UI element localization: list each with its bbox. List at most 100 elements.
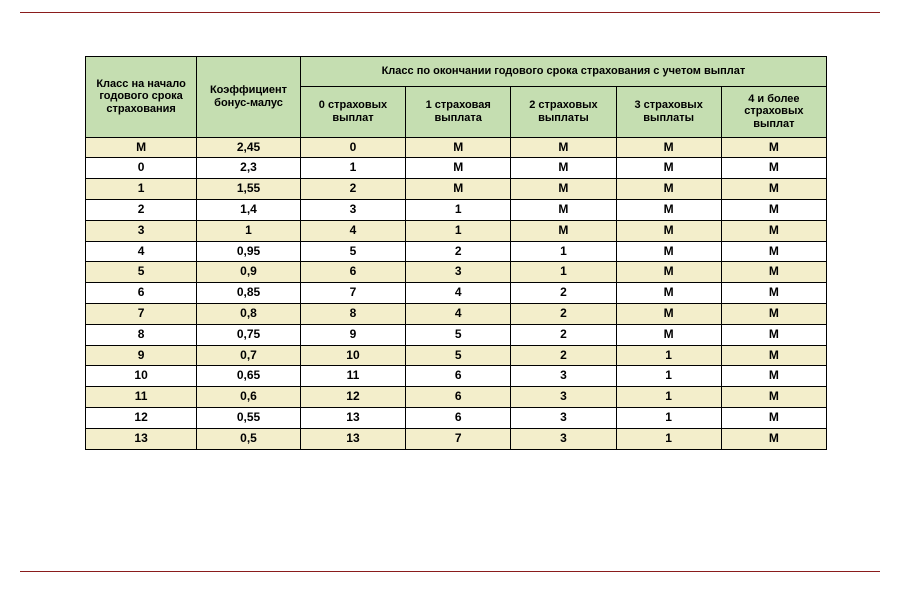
cell-p1: 7: [406, 428, 511, 449]
cell-p2: М: [511, 179, 616, 200]
cell-p4: М: [721, 220, 826, 241]
cell-p2: 2: [511, 324, 616, 345]
divider-bottom: [20, 571, 880, 572]
table-row: 40,95521ММ: [86, 241, 827, 262]
cell-p1: 2: [406, 241, 511, 262]
cell-p2: 3: [511, 407, 616, 428]
cell-p0: 4: [300, 220, 405, 241]
cell-p1: М: [406, 137, 511, 158]
cell-p3: М: [616, 241, 721, 262]
cell-start: 6: [86, 283, 197, 304]
cell-start: 11: [86, 387, 197, 408]
cell-p2: 3: [511, 366, 616, 387]
cell-coeff: 0,75: [197, 324, 301, 345]
th-coeff: Коэффициент бонус-малус: [197, 57, 301, 138]
table-row: 130,513731М: [86, 428, 827, 449]
cell-p4: М: [721, 428, 826, 449]
cell-p4: М: [721, 303, 826, 324]
cell-p3: М: [616, 262, 721, 283]
cell-p1: 6: [406, 366, 511, 387]
cell-p4: М: [721, 199, 826, 220]
cell-p4: М: [721, 345, 826, 366]
cell-p0: 9: [300, 324, 405, 345]
cell-p3: 1: [616, 387, 721, 408]
cell-p2: М: [511, 137, 616, 158]
table-row: 11,552ММММ: [86, 179, 827, 200]
table-row: 60,85742ММ: [86, 283, 827, 304]
cell-p3: М: [616, 303, 721, 324]
cell-coeff: 0,7: [197, 345, 301, 366]
cell-p3: 1: [616, 366, 721, 387]
cell-p3: 1: [616, 407, 721, 428]
cell-p0: 5: [300, 241, 405, 262]
header-row-1: Класс на начало годового срока страхован…: [86, 57, 827, 87]
cell-p2: 3: [511, 387, 616, 408]
cell-start: М: [86, 137, 197, 158]
cell-start: 1: [86, 179, 197, 200]
cell-coeff: 0,95: [197, 241, 301, 262]
cell-p4: М: [721, 262, 826, 283]
th-p3: 3 страховых выплаты: [616, 86, 721, 137]
cell-p3: М: [616, 137, 721, 158]
cell-p0: 0: [300, 137, 405, 158]
cell-p4: М: [721, 137, 826, 158]
cell-p0: 7: [300, 283, 405, 304]
cell-p0: 6: [300, 262, 405, 283]
table-row: 21,431МММ: [86, 199, 827, 220]
cell-p2: М: [511, 220, 616, 241]
cell-start: 5: [86, 262, 197, 283]
cell-p1: 4: [406, 303, 511, 324]
cell-p1: 6: [406, 387, 511, 408]
th-start-class: Класс на начало годового срока страхован…: [86, 57, 197, 138]
cell-start: 0: [86, 158, 197, 179]
cell-coeff: 1,4: [197, 199, 301, 220]
cell-start: 4: [86, 241, 197, 262]
cell-p1: 6: [406, 407, 511, 428]
cell-p3: 1: [616, 428, 721, 449]
table-container: Класс на начало годового срока страхован…: [85, 56, 827, 450]
cell-p0: 10: [300, 345, 405, 366]
cell-p4: М: [721, 283, 826, 304]
cell-coeff: 0,65: [197, 366, 301, 387]
cell-p1: 5: [406, 345, 511, 366]
cell-p3: М: [616, 324, 721, 345]
table-row: 110,612631М: [86, 387, 827, 408]
cell-p0: 13: [300, 428, 405, 449]
cell-start: 8: [86, 324, 197, 345]
cell-start: 9: [86, 345, 197, 366]
table-row: 80,75952ММ: [86, 324, 827, 345]
cell-p3: М: [616, 199, 721, 220]
cell-coeff: 0,9: [197, 262, 301, 283]
cell-start: 10: [86, 366, 197, 387]
th-p4: 4 и более страховых выплат: [721, 86, 826, 137]
cell-p3: М: [616, 179, 721, 200]
cell-p0: 11: [300, 366, 405, 387]
cell-p3: 1: [616, 345, 721, 366]
cell-p4: М: [721, 179, 826, 200]
th-p0: 0 страховых выплат: [300, 86, 405, 137]
th-p2: 2 страховых выплаты: [511, 86, 616, 137]
table-row: 02,31ММММ: [86, 158, 827, 179]
table-row: 90,710521М: [86, 345, 827, 366]
table-row: М2,450ММММ: [86, 137, 827, 158]
divider-top: [20, 12, 880, 13]
cell-start: 2: [86, 199, 197, 220]
table-row: 50,9631ММ: [86, 262, 827, 283]
cell-start: 12: [86, 407, 197, 428]
cell-coeff: 1,55: [197, 179, 301, 200]
th-end-class-group: Класс по окончании годового срока страхо…: [300, 57, 826, 87]
cell-p4: М: [721, 407, 826, 428]
cell-p1: 1: [406, 220, 511, 241]
cell-p1: 5: [406, 324, 511, 345]
cell-coeff: 2,3: [197, 158, 301, 179]
cell-p0: 13: [300, 407, 405, 428]
cell-p2: 2: [511, 345, 616, 366]
cell-coeff: 2,45: [197, 137, 301, 158]
cell-p0: 2: [300, 179, 405, 200]
cell-coeff: 0,8: [197, 303, 301, 324]
table-row: 100,6511631М: [86, 366, 827, 387]
cell-start: 7: [86, 303, 197, 324]
page: Класс на начало годового срока страхован…: [0, 0, 900, 600]
cell-p4: М: [721, 366, 826, 387]
cell-coeff: 0,5: [197, 428, 301, 449]
